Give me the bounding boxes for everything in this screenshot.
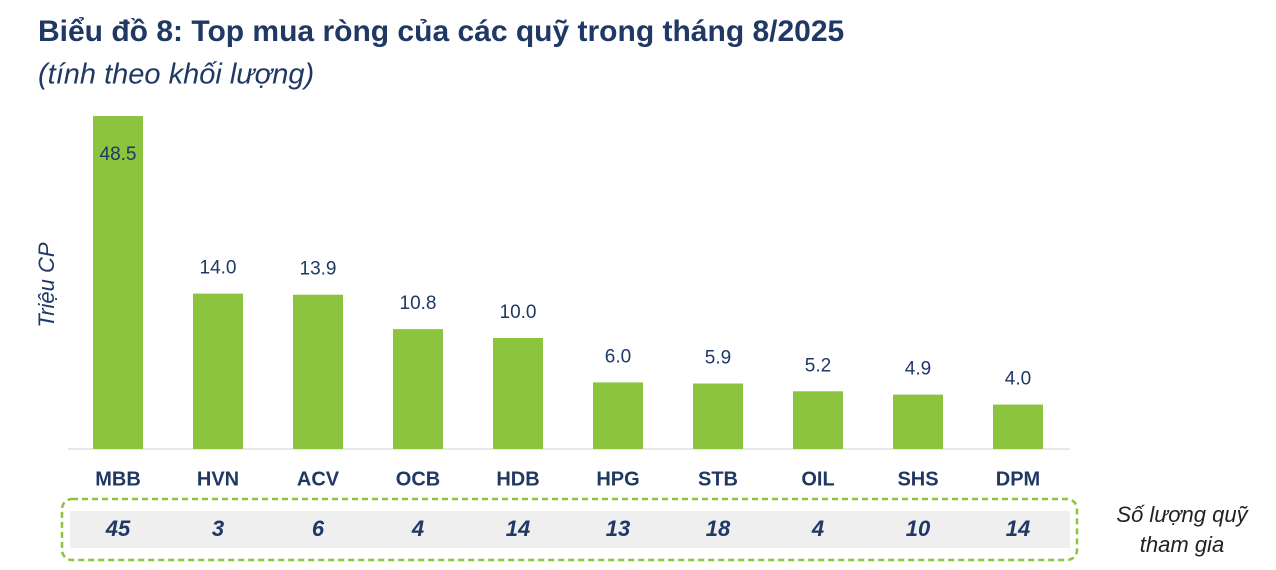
x-tick-label: MBB <box>95 468 141 490</box>
chart-title: Biểu đồ 8: Top mua ròng của các quỹ tron… <box>38 15 844 48</box>
count-band <box>70 511 1070 548</box>
x-tick-label: OCB <box>396 468 440 490</box>
bar <box>793 391 843 449</box>
fund-count: 14 <box>1006 516 1030 541</box>
count-box <box>60 497 1079 562</box>
plot-area <box>93 116 1043 449</box>
bar <box>593 382 643 449</box>
bar <box>693 383 743 449</box>
value-label: 4.9 <box>905 359 931 380</box>
bar <box>393 329 443 449</box>
fund-count: 13 <box>606 516 630 541</box>
x-tick-label: OIL <box>801 468 834 490</box>
value-label: 14.0 <box>200 258 237 279</box>
bar <box>293 294 343 449</box>
x-tick-label: HVN <box>197 468 239 490</box>
y-axis-label: Triệu CP <box>34 242 59 327</box>
fund-count: 10 <box>906 516 931 541</box>
fund-count: 4 <box>811 516 824 541</box>
fund-count: 18 <box>706 516 731 541</box>
fund-count: 14 <box>506 516 530 541</box>
count-row-label: Số lượng quỹ tham gia <box>1116 502 1248 557</box>
x-tick-label: HDB <box>496 468 539 490</box>
bar <box>993 404 1043 449</box>
value-label: 5.2 <box>805 355 831 376</box>
x-tick-label: STB <box>698 468 738 490</box>
value-label: 48.5 <box>100 144 137 165</box>
x-tick-label: ACV <box>297 468 340 490</box>
fund-count: 45 <box>105 516 131 541</box>
x-tick-label: DPM <box>996 468 1040 490</box>
fund-count: 6 <box>312 516 325 541</box>
fund-count: 4 <box>411 516 424 541</box>
value-label: 6.0 <box>605 346 631 367</box>
bar <box>193 293 243 449</box>
bar <box>493 338 543 449</box>
x-tick-label: SHS <box>897 468 938 490</box>
value-label: 10.8 <box>400 293 437 314</box>
x-tick-label: HPG <box>596 468 639 490</box>
bar <box>93 116 143 449</box>
bar <box>893 394 943 449</box>
chart-subtitle: (tính theo khối lượng) <box>38 59 314 91</box>
value-label: 10.0 <box>500 302 537 323</box>
fund-count: 3 <box>212 516 224 541</box>
value-label: 4.0 <box>1005 369 1031 390</box>
value-label: 13.9 <box>300 259 337 280</box>
value-label: 5.9 <box>705 348 731 369</box>
